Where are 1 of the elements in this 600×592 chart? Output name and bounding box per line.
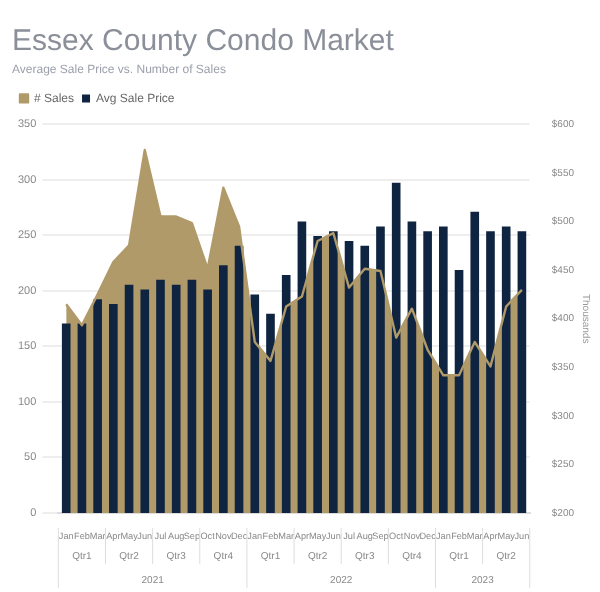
chart-title: Essex County Condo Market bbox=[12, 24, 396, 59]
